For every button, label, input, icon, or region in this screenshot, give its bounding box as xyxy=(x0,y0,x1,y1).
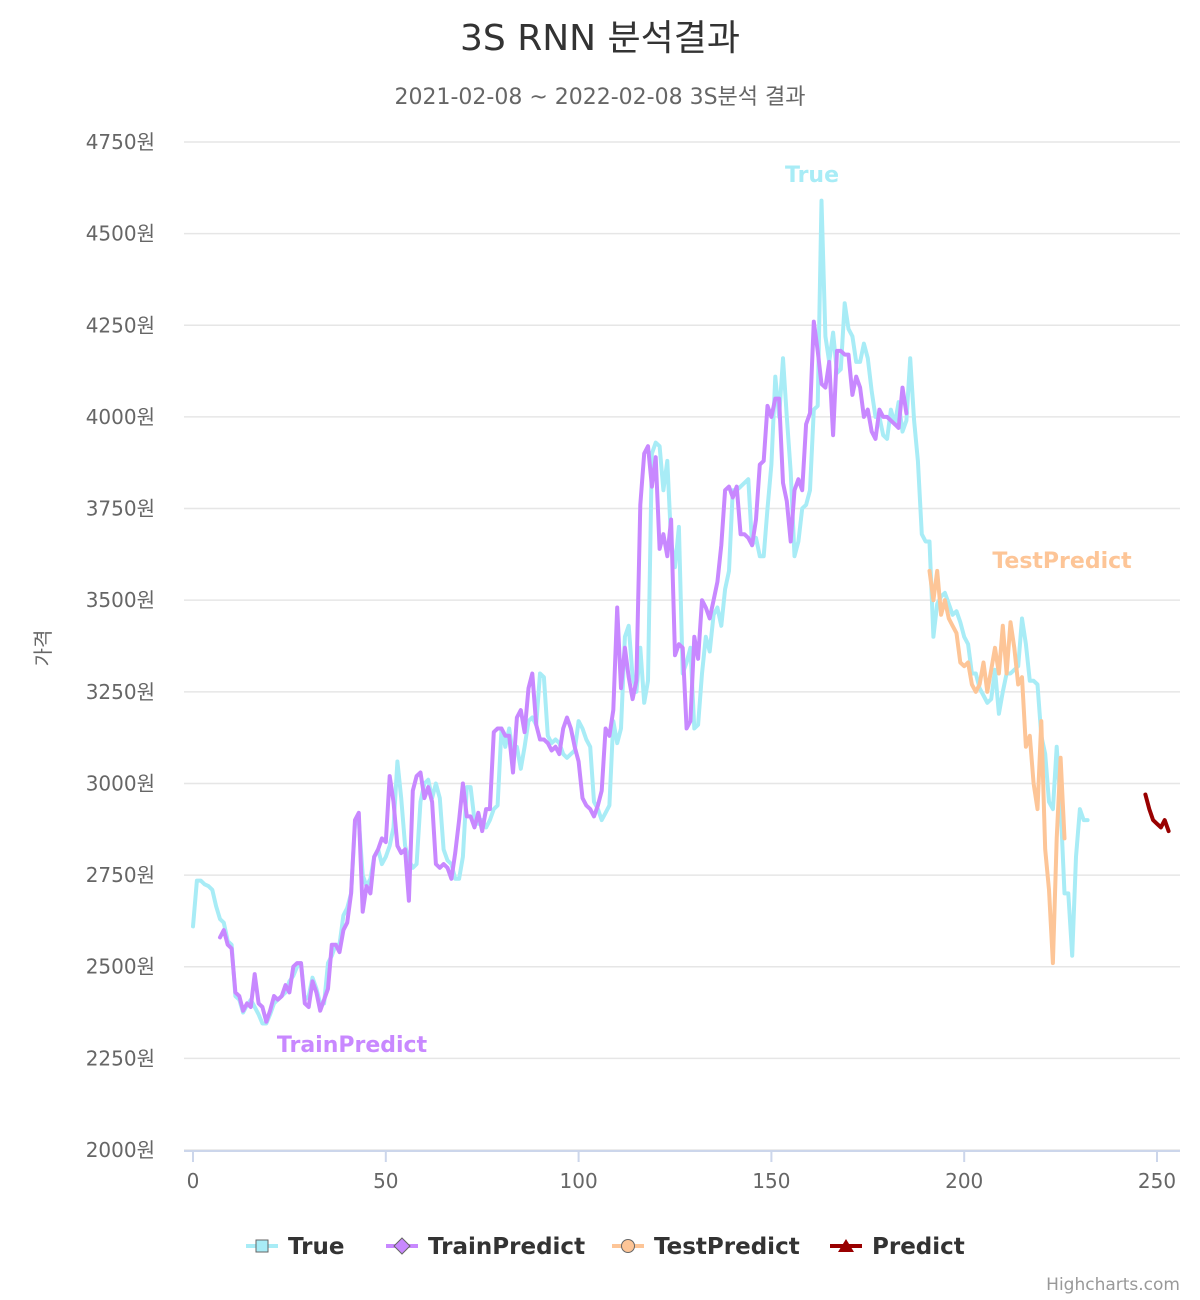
chart-subtitle: 2021-02-08 ~ 2022-02-08 3S분석 결과 xyxy=(394,85,805,110)
y-tick-label: 2750원 xyxy=(86,863,155,887)
x-tick-label: 0 xyxy=(187,1169,200,1193)
x-tick-label: 150 xyxy=(752,1169,790,1193)
legend-square-icon xyxy=(255,1239,269,1253)
y-tick-label: 2000원 xyxy=(86,1138,155,1162)
legend-label: True xyxy=(288,1234,344,1260)
y-tick-label: 4250원 xyxy=(86,313,155,337)
plot-area xyxy=(191,198,1171,1026)
y-tick-label: 3500원 xyxy=(86,588,155,612)
series-line-true[interactable] xyxy=(191,198,1090,1026)
x-tick-label: 200 xyxy=(945,1169,983,1193)
y-tick-label: 3250원 xyxy=(86,680,155,704)
y-tick-label: 2250원 xyxy=(86,1046,155,1070)
legend-label: TrainPredict xyxy=(428,1234,585,1260)
annotation-true: True xyxy=(785,163,839,188)
legend-circle-icon xyxy=(621,1239,635,1253)
legend-item-trainpredict[interactable]: TrainPredict xyxy=(386,1234,585,1260)
y-tick-label: 3750원 xyxy=(86,497,155,521)
credits-link[interactable]: Highcharts.com xyxy=(1046,1275,1180,1295)
y-axis-ticks: 2000원 2250원 2500원 2750원 3000원 3250원 3500원 3750원… xyxy=(86,130,155,1162)
series-annotations: True TrainPredict TestPredict xyxy=(277,163,1132,1058)
series-line-predict[interactable] xyxy=(1143,792,1171,834)
series-line-trainpredict[interactable] xyxy=(218,319,909,1024)
legend-diamond-icon xyxy=(393,1237,411,1255)
legend-label: Predict xyxy=(872,1234,965,1260)
y-tick-label: 4500원 xyxy=(86,222,155,246)
x-axis: 0 50 100 150 200 250 xyxy=(184,1150,1180,1193)
y-tick-label: 4000원 xyxy=(86,405,155,429)
legend-triangle-icon xyxy=(838,1239,854,1252)
x-tick-label: 250 xyxy=(1138,1169,1176,1193)
y-axis-title: 가격 xyxy=(31,630,55,667)
x-tick-label: 100 xyxy=(560,1169,598,1193)
y-tick-label: 3000원 xyxy=(86,771,155,795)
legend-item-predict[interactable]: Predict xyxy=(830,1234,965,1260)
x-tick-label: 50 xyxy=(373,1169,398,1193)
chart-title: 3S RNN 분석결과 xyxy=(460,18,740,59)
gridlines xyxy=(184,141,1180,1151)
legend-item-testpredict[interactable]: TestPredict xyxy=(612,1234,800,1260)
annotation-trainpredict: TrainPredict xyxy=(277,1033,428,1058)
legend: True TrainPredict TestPredict Predict xyxy=(246,1234,965,1260)
y-tick-label: 2500원 xyxy=(86,955,155,979)
legend-label: TestPredict xyxy=(654,1234,800,1260)
legend-item-true[interactable]: True xyxy=(246,1234,344,1260)
annotation-testpredict: TestPredict xyxy=(992,549,1132,574)
series-line-testpredict[interactable] xyxy=(927,568,1067,966)
y-tick-label: 4750원 xyxy=(86,130,155,154)
